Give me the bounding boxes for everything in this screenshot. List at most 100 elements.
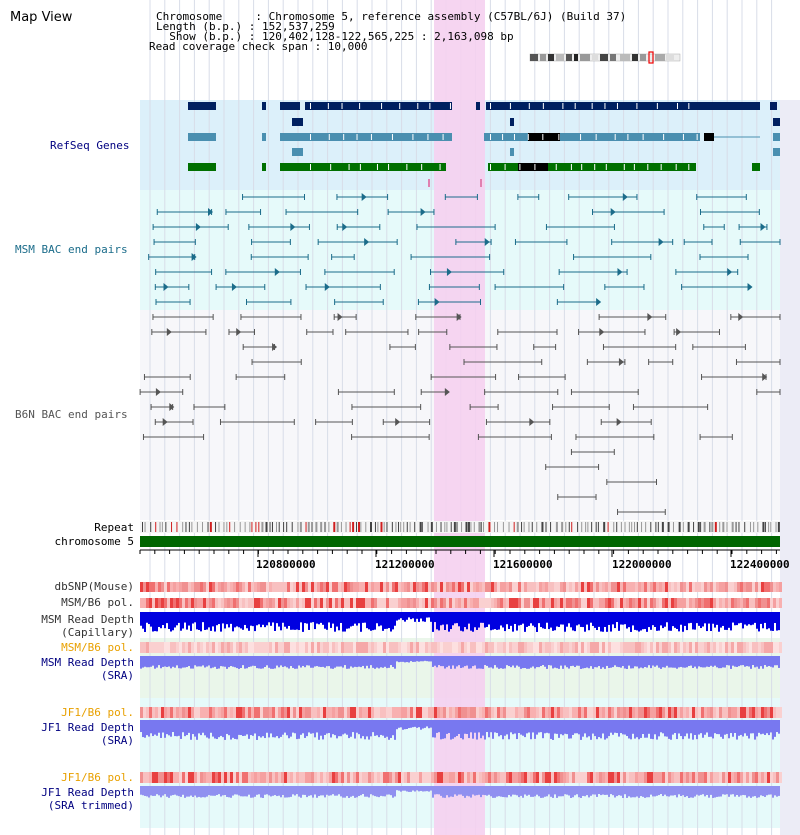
jf1-depth-trim-bar <box>338 786 340 795</box>
msm-pol-heat <box>296 598 299 608</box>
dbsnp-heat <box>209 582 212 592</box>
dbsnp-heat <box>698 582 701 592</box>
jf1-depth-sra-bar <box>360 720 362 739</box>
jf1-depth-trim-bar <box>412 786 414 791</box>
msm-pol-heat <box>491 598 494 608</box>
jf1-depth-trim-bar <box>572 786 574 798</box>
repeat-mark <box>516 522 519 532</box>
jf1-pol-trim-heat <box>320 772 323 783</box>
exon-mark <box>417 103 419 109</box>
msm-depth-sra-bar <box>570 656 572 667</box>
jf1-depth-sra-bar <box>734 720 736 733</box>
repeat-mark <box>265 522 268 532</box>
msm-depth-sra-bar <box>186 656 188 668</box>
msm-depth-capillary-bar <box>740 612 742 623</box>
left-panel <box>0 0 140 835</box>
msm-depth-sra-bar <box>554 656 556 668</box>
jf1-depth-sra-bar <box>618 720 620 737</box>
jf1-depth-trim-bar <box>454 786 456 795</box>
msm-depth-capillary-bar <box>614 612 616 629</box>
jf1-depth-sra-bar <box>736 720 738 740</box>
jf1-pol-heat <box>263 707 266 718</box>
track-label-jf1-b6-pol-2[interactable]: JF1/B6 pol. <box>61 771 134 784</box>
msm-depth-sra-bar <box>376 656 378 668</box>
msm-depth-capillary-bar <box>402 612 404 621</box>
msm-pol-heat <box>569 598 572 608</box>
jf1-depth-trim-bar <box>676 786 678 798</box>
jf1-depth-trim-bar <box>622 786 624 798</box>
msm-pol-heat <box>245 598 248 608</box>
msm-depth-sra-bar <box>558 656 560 669</box>
dbsnp-heat <box>269 582 272 592</box>
msm-depth-sra-bar <box>450 656 452 669</box>
jf1-depth-sra-bar <box>304 720 306 738</box>
jf1-depth-trim-bar <box>234 786 236 795</box>
jf1-depth-sra-bar <box>240 720 242 736</box>
track-label-refseq[interactable]: RefSeq Genes <box>50 139 130 152</box>
track-label-chromosome[interactable]: chromosome 5 <box>54 535 134 548</box>
msm-depth-sra-bar <box>624 656 626 669</box>
track-label-msm-depth-sra[interactable]: MSM Read Depth <box>41 656 134 669</box>
msm-pol-heat <box>233 598 236 608</box>
jf1-depth-sra-bar <box>166 720 168 735</box>
jf1-depth-sra-bar <box>448 720 450 734</box>
track-label-jf1-depth-sra[interactable]: JF1 Read Depth <box>41 721 134 734</box>
jf1-depth-trim-bar <box>488 786 490 795</box>
dbsnp-heat <box>434 582 437 592</box>
jf1-pol-trim-heat <box>161 772 164 783</box>
jf1-pol-heat <box>254 707 257 718</box>
jf1-pol-trim-heat <box>449 772 452 783</box>
msm-pol-heat <box>464 598 467 608</box>
msm-pol-heat <box>671 598 674 608</box>
msm-pol-heat <box>587 598 590 608</box>
track-label-jf1-b6-pol-1[interactable]: JF1/B6 pol. <box>61 706 134 719</box>
jf1-pol-heat <box>470 707 473 718</box>
msm-pol-sra-heat <box>518 642 521 653</box>
msm-pol-sra-heat <box>533 642 536 653</box>
jf1-pol-heat <box>305 707 308 718</box>
jf1-pol-heat <box>656 707 659 718</box>
track-label-msm-b6-pol-1[interactable]: MSM/B6 pol. <box>61 596 134 609</box>
msm-pol-sra-heat <box>464 642 467 653</box>
axis-tick-label-4: 122000000 <box>612 558 672 571</box>
track-label-msm-b6-pol-2[interactable]: MSM/B6 pol. <box>61 641 134 654</box>
msm-pol-heat <box>197 598 200 608</box>
exon-mark <box>348 164 350 170</box>
exon-mark <box>647 164 649 170</box>
repeat-mark <box>631 522 633 532</box>
msm-depth-sra-bar <box>468 656 470 669</box>
jf1-depth-trim-bar <box>332 786 334 795</box>
jf1-depth-trim-bar <box>526 786 528 796</box>
jf1-pol-trim-heat <box>617 772 620 783</box>
jf1-depth-sra-bar <box>642 720 644 735</box>
jf1-depth-sra-bar <box>570 720 572 739</box>
msm-pol-sra-heat <box>371 642 374 653</box>
msm-depth-sra-bar <box>278 656 280 668</box>
jf1-depth-sra-bar <box>242 720 244 737</box>
dbsnp-heat <box>608 582 611 592</box>
repeat-mark <box>453 522 456 532</box>
jf1-depth-trim-bar <box>254 786 256 797</box>
msm-depth-sra-bar <box>202 656 204 666</box>
msm-depth-sra-bar <box>672 656 674 668</box>
msm-depth-capillary-bar <box>476 612 478 630</box>
track-label-msm-depth-capillary[interactable]: MSM Read Depth <box>41 613 134 626</box>
track-label-dbsnp[interactable]: dbSNP(Mouse) <box>54 580 134 593</box>
track-label-b6n-bac[interactable]: B6N BAC end pairs <box>15 408 128 421</box>
msm-depth-capillary-bar <box>534 612 536 628</box>
msm-depth-capillary-bar <box>142 612 144 629</box>
jf1-pol-trim-heat <box>608 772 611 783</box>
track-label-jf1-depth-trimmed[interactable]: JF1 Read Depth <box>41 786 134 799</box>
jf1-depth-sra-bar <box>316 720 318 733</box>
msm-depth-capillary-bar <box>448 612 450 632</box>
msm-pair-arrow <box>274 268 280 276</box>
jf1-pol-trim-heat <box>191 772 194 783</box>
track-label-msm-bac[interactable]: MSM BAC end pairs <box>15 243 128 256</box>
track-label-repeat[interactable]: Repeat <box>94 521 134 534</box>
msm-depth-sra-bar <box>176 656 178 666</box>
b6n-pair-arrow <box>618 358 624 366</box>
jf1-pol-trim-heat <box>167 772 170 783</box>
msm-depth-sra-bar <box>140 656 142 669</box>
msm-pol-heat <box>284 598 287 608</box>
